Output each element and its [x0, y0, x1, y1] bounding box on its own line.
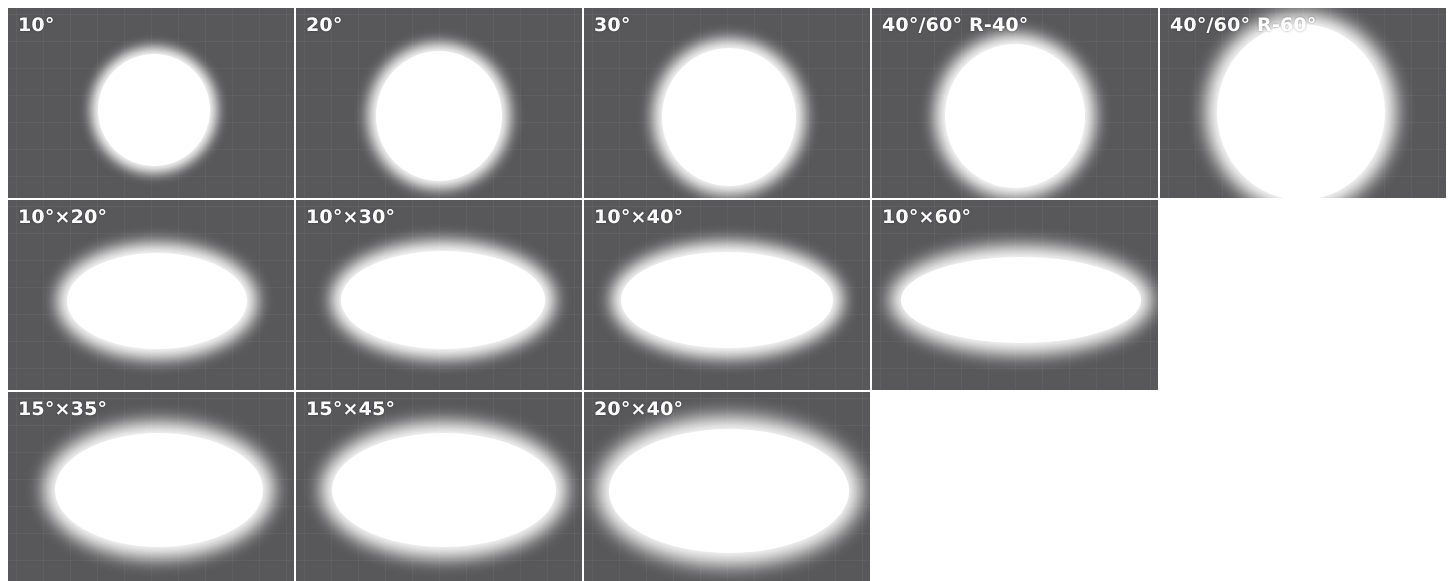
beam-label: 20°×40° — [594, 398, 684, 420]
light-spot — [621, 252, 833, 348]
beam-tile-30: 30° — [584, 8, 870, 198]
beam-tile-10x30: 10°×30° — [296, 200, 582, 390]
beam-tile-10x20: 10°×20° — [8, 200, 294, 390]
beam-tile-10: 10° — [8, 8, 294, 198]
light-spot — [1217, 24, 1385, 198]
beam-label: 10°×20° — [18, 206, 108, 228]
beam-label: 10°×60° — [882, 206, 972, 228]
beam-label: 40°/60° R-40° — [882, 14, 1029, 36]
beam-label: 20° — [306, 14, 343, 36]
beam-label: 30° — [594, 14, 631, 36]
beam-label: 15°×45° — [306, 398, 396, 420]
beam-tile-10x60: 10°×60° — [872, 200, 1158, 390]
light-spot — [332, 433, 556, 547]
light-spot — [662, 48, 796, 186]
light-spot — [945, 44, 1085, 188]
beam-label: 10°×40° — [594, 206, 684, 228]
beam-label: 15°×35° — [18, 398, 108, 420]
light-spot — [901, 257, 1141, 343]
light-spot — [55, 433, 263, 547]
light-spot — [67, 253, 247, 349]
beam-label: 10° — [18, 14, 55, 36]
beam-tile-15x45: 15°×45° — [296, 392, 582, 581]
light-spot — [98, 54, 210, 166]
light-spot — [341, 251, 545, 349]
light-spot — [609, 429, 849, 553]
beam-label: 10°×30° — [306, 206, 396, 228]
beam-tile-40-60-r60: 40°/60° R-60° — [1160, 8, 1446, 198]
beam-label: 40°/60° R-60° — [1170, 14, 1317, 36]
beam-tile-20: 20° — [296, 8, 582, 198]
beam-tile-40-60-r40: 40°/60° R-40° — [872, 8, 1158, 198]
beam-tile-10x40: 10°×40° — [584, 200, 870, 390]
light-spot — [376, 51, 502, 181]
beam-tile-15x35: 15°×35° — [8, 392, 294, 581]
beam-tile-20x40: 20°×40° — [584, 392, 870, 581]
